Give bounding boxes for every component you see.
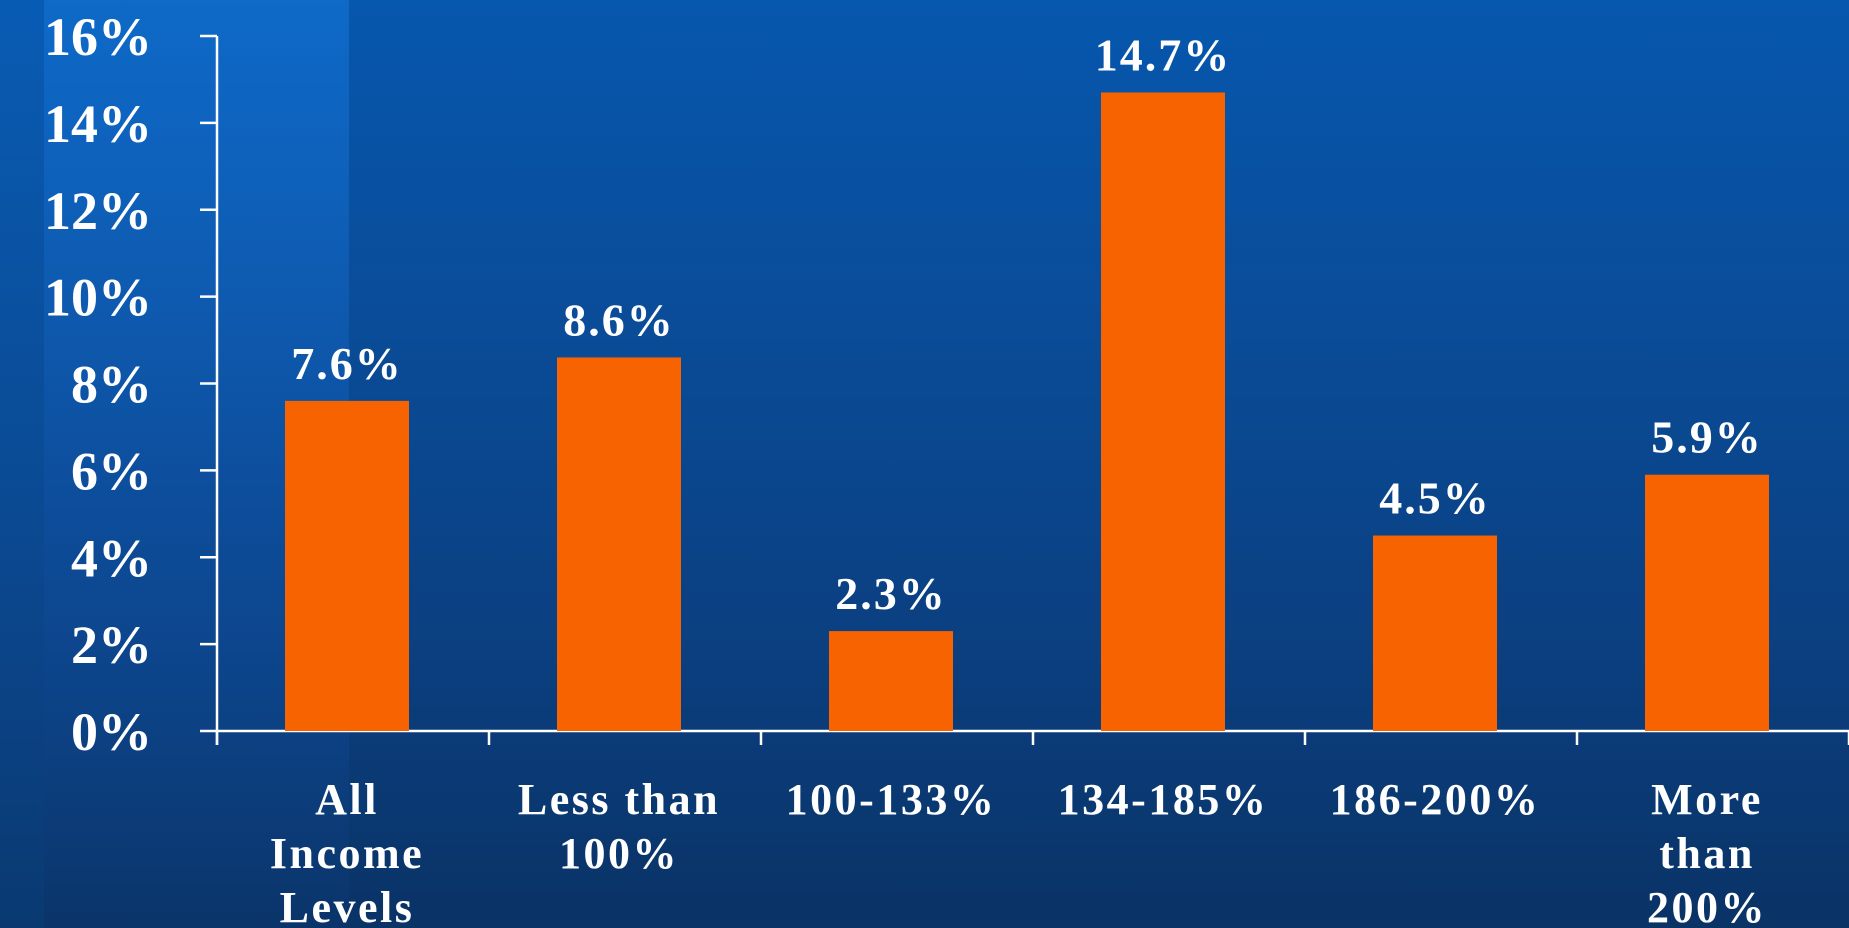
- category-label-line: Levels: [280, 883, 415, 928]
- x-axis: [215, 729, 1849, 745]
- category-label-line: Less than: [518, 775, 720, 824]
- category-label: All Income Levels: [270, 775, 424, 928]
- background-left-edge: [0, 0, 44, 928]
- data-label: 14.7%: [1095, 29, 1232, 80]
- y-tick-label: 14%: [44, 94, 152, 154]
- category-label-line: 100-133%: [786, 775, 997, 824]
- data-label: 8.6%: [563, 294, 675, 345]
- category-label-line: 186-200%: [1330, 775, 1541, 824]
- category-label-line: More: [1651, 775, 1763, 824]
- bars: [285, 92, 1769, 731]
- category-label-line: All: [315, 775, 379, 824]
- y-tick-label: 10%: [44, 268, 152, 328]
- data-label: 4.5%: [1379, 473, 1491, 524]
- y-tick-label: 2%: [71, 615, 152, 675]
- bar: [829, 631, 953, 731]
- bar: [557, 357, 681, 731]
- bar: [1645, 474, 1769, 731]
- bar: [285, 400, 409, 731]
- category-label: More than 200%: [1647, 775, 1767, 928]
- data-label: 2.3%: [835, 568, 947, 619]
- category-label-line: 200%: [1647, 883, 1767, 928]
- y-tick-label: 12%: [44, 181, 152, 241]
- y-tick-label: 8%: [71, 355, 152, 415]
- category-labels: All Income Levels Less than 100% 100-133% 134-…: [270, 775, 1767, 928]
- y-tick-label: 4%: [71, 528, 152, 588]
- category-label: Less than 100%: [518, 775, 720, 878]
- category-label: 100-133%: [786, 775, 997, 824]
- data-label: 5.9%: [1651, 412, 1763, 463]
- data-label: 7.6%: [291, 338, 403, 389]
- category-label: 134-185%: [1058, 775, 1269, 824]
- bar: [1373, 535, 1497, 731]
- bar: [1101, 92, 1225, 731]
- category-label-line: than: [1659, 829, 1755, 878]
- y-tick-label: 0%: [71, 702, 152, 762]
- category-label: 186-200%: [1330, 775, 1541, 824]
- y-axis: 0% 2% 4% 6% 8% 10% 12% 14% 16%: [44, 7, 219, 762]
- category-label-line: 100%: [559, 829, 679, 878]
- category-label-line: 134-185%: [1058, 775, 1269, 824]
- category-label-line: Income: [270, 829, 424, 878]
- data-labels: 7.6% 8.6% 2.3% 14.7% 4.5% 5.9%: [291, 29, 1763, 619]
- y-tick-label: 16%: [44, 7, 152, 67]
- y-tick-label: 6%: [71, 441, 152, 501]
